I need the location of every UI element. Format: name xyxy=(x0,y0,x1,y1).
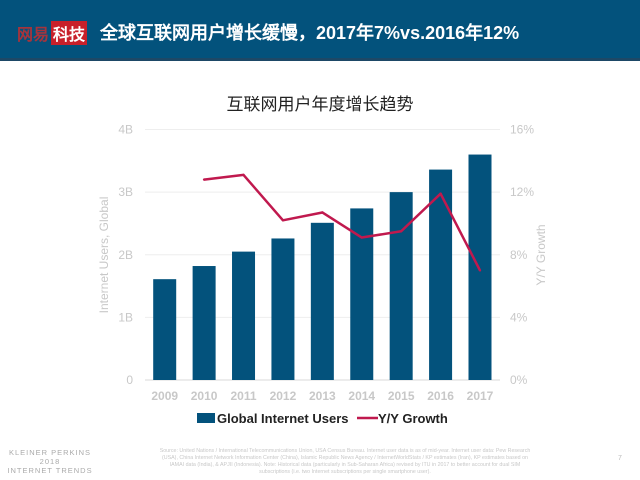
x-tick-label: 2011 xyxy=(231,389,257,403)
y-tick-label: 4B xyxy=(118,123,133,137)
growth-point-2013 xyxy=(321,211,324,214)
y-tick-label: 1B xyxy=(118,310,133,324)
kp-logo-line: 2018 xyxy=(39,457,61,466)
legend-bar-label: Global Internet Users xyxy=(217,411,348,426)
bar-2009 xyxy=(153,279,177,380)
source-note: Source: United Nations / International T… xyxy=(159,448,531,475)
growth-point-2010 xyxy=(202,178,206,181)
netease-tech-logo: 网易 科技 xyxy=(17,21,88,45)
growth-point-2016 xyxy=(439,192,442,195)
y-right-axis-label: Y/Y Growth xyxy=(534,224,548,285)
growth-point-2015 xyxy=(399,230,403,233)
y-right-tick-label: 0% xyxy=(510,373,528,387)
x-tick-label: 2009 xyxy=(151,389,178,403)
y-tick-label: 2B xyxy=(118,248,133,262)
growth-point-2017 xyxy=(478,269,482,272)
x-tick-label: 2014 xyxy=(348,389,375,403)
y-right-tick-label: 4% xyxy=(510,310,528,324)
x-tick-label: 2010 xyxy=(191,389,218,403)
x-tick-label: 2015 xyxy=(388,389,415,403)
y-right-tick-label: 16% xyxy=(510,123,534,137)
x-tick-label: 2013 xyxy=(309,389,336,403)
bar-2017 xyxy=(468,154,492,380)
legend-bar-swatch xyxy=(197,413,215,423)
bar-2010 xyxy=(192,266,216,380)
bar-2014 xyxy=(350,208,374,380)
growth-point-2011 xyxy=(242,173,245,177)
bar-2013 xyxy=(310,222,334,380)
y-tick-label: 3B xyxy=(118,185,133,199)
logo-part1: 网易 xyxy=(17,27,50,44)
page-number: 7 xyxy=(618,455,622,462)
bar-2011 xyxy=(232,251,256,380)
kp-logo: KLEINER PERKINS 2018 INTERNET TRENDS xyxy=(6,448,94,475)
growth-line xyxy=(203,173,482,271)
x-tick-label: 2012 xyxy=(270,389,297,403)
y-axis-label: Internet Users, Global xyxy=(97,197,111,314)
bar-2015 xyxy=(389,192,413,380)
legend-line-label: Y/Y Growth xyxy=(378,411,448,426)
y-right-tick-label: 8% xyxy=(510,248,528,262)
x-tick-label: 2016 xyxy=(427,389,454,403)
slide-title: 全球互联网用户增长缓慢，2017年7%vs.2016年12% xyxy=(100,23,520,43)
y-right-tick-label: 12% xyxy=(510,185,534,199)
chart-title: 互联网用户年度增长趋势 xyxy=(226,95,414,114)
kp-logo-line: KLEINER PERKINS xyxy=(8,448,92,457)
kp-logo-line: INTERNET TRENDS xyxy=(7,466,93,475)
bar-2012 xyxy=(271,238,295,380)
y-tick-label: 0 xyxy=(126,373,133,387)
bar-2016 xyxy=(429,169,453,380)
growth-point-2012 xyxy=(281,219,285,222)
growth-point-2014 xyxy=(360,236,363,239)
logo-part2: 科技 xyxy=(51,21,88,45)
x-tick-label: 2017 xyxy=(467,389,494,403)
header-bar: 网易 科技 全球互联网用户增长缓慢，2017年7%vs.2016年12% xyxy=(0,0,640,61)
